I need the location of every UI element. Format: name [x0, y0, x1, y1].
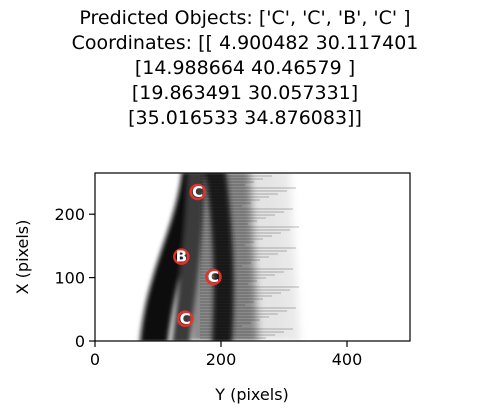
- point-2: C: [206, 268, 220, 286]
- y-tick-label-2: 200: [54, 205, 85, 224]
- point-label-3: C: [180, 310, 191, 328]
- y-axis: 0 100 200: [54, 205, 95, 351]
- x-tick-label-0: 0: [90, 350, 100, 369]
- point-0: C: [191, 183, 205, 201]
- point-1: B: [174, 248, 188, 266]
- point-label-0: C: [192, 183, 203, 201]
- x-tick-label-1: 200: [206, 350, 237, 369]
- y-tick-label-1: 100: [54, 269, 85, 288]
- x-tick-label-2: 400: [332, 350, 363, 369]
- point-label-1: B: [176, 248, 187, 266]
- heatmap-background: [95, 173, 410, 341]
- y-axis-label: X (pixels): [13, 220, 32, 295]
- x-axis: 0 200 400: [90, 341, 362, 369]
- point-3: C: [178, 310, 192, 328]
- x-axis-label: Y (pixels): [214, 385, 289, 404]
- point-label-2: C: [208, 268, 219, 286]
- y-tick-label-0: 0: [75, 332, 85, 351]
